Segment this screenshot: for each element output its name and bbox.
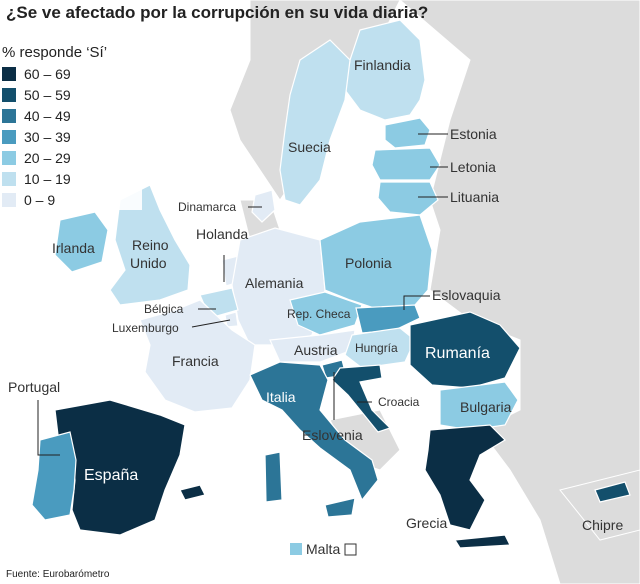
legend-swatch bbox=[2, 129, 16, 144]
legend-label: 10 – 19 bbox=[24, 170, 71, 187]
label-reino-unido-2: Unido bbox=[130, 255, 167, 271]
label-polonia: Polonia bbox=[345, 255, 392, 271]
country-lituania[interactable] bbox=[377, 181, 439, 216]
eu-countries bbox=[31, 19, 631, 549]
label-portugal: Portugal bbox=[8, 379, 60, 395]
legend-item: 10 – 19 bbox=[2, 168, 142, 189]
label-italia: Italia bbox=[266, 389, 296, 405]
legend-swatch bbox=[2, 150, 16, 165]
country-grecia[interactable] bbox=[424, 424, 506, 531]
country-estonia[interactable] bbox=[384, 117, 431, 149]
legend-item: 20 – 29 bbox=[2, 147, 142, 168]
label-finlandia: Finlandia bbox=[354, 57, 411, 73]
label-bulgaria: Bulgaria bbox=[460, 399, 512, 415]
country-suecia[interactable] bbox=[279, 39, 351, 206]
legend-label: 40 – 49 bbox=[24, 107, 71, 124]
label-eslovenia: Eslovenia bbox=[302, 427, 363, 443]
map-title: ¿Se ve afectado por la corrupción en su … bbox=[6, 3, 429, 22]
legend-item: 50 – 59 bbox=[2, 84, 142, 105]
label-belgica: Bélgica bbox=[144, 302, 184, 316]
malta-inset-box bbox=[344, 543, 357, 556]
legend-rows: 60 – 69 50 – 59 40 – 49 30 – 39 20 – 29 10 – … bbox=[2, 63, 142, 210]
country-polonia[interactable] bbox=[319, 214, 433, 311]
label-grecia: Grecia bbox=[406, 515, 447, 531]
label-holanda: Holanda bbox=[196, 226, 248, 242]
label-alemania: Alemania bbox=[245, 275, 304, 291]
legend-label: 30 – 39 bbox=[24, 128, 71, 145]
legend-swatch bbox=[2, 108, 16, 123]
leader-lines bbox=[37, 133, 448, 456]
legend-label: 20 – 29 bbox=[24, 149, 71, 166]
legend-item: 0 – 9 bbox=[2, 189, 142, 210]
legend-swatch bbox=[2, 87, 16, 102]
legend-item: 30 – 39 bbox=[2, 126, 142, 147]
label-chipre: Chipre bbox=[582, 517, 623, 533]
legend-item: 60 – 69 bbox=[2, 63, 142, 84]
country-labels: Finlandia Suecia Estonia Letonia Lituani… bbox=[8, 57, 623, 557]
label-rep-checa: Rep. Checa bbox=[287, 307, 351, 321]
malta-swatch[interactable] bbox=[290, 543, 302, 555]
label-irlanda: Irlanda bbox=[52, 240, 95, 256]
label-croacia: Croacia bbox=[378, 395, 420, 409]
country-rep-checa[interactable] bbox=[289, 291, 363, 336]
label-hungria: Hungría bbox=[355, 341, 398, 355]
country-hungria[interactable] bbox=[344, 327, 416, 369]
label-malta: Malta bbox=[306, 541, 340, 557]
country-creta bbox=[453, 534, 511, 549]
label-francia: Francia bbox=[172, 353, 219, 369]
label-dinamarca: Dinamarca bbox=[178, 200, 236, 214]
country-irlanda[interactable] bbox=[54, 211, 109, 273]
label-espana: España bbox=[84, 467, 138, 484]
country-letonia[interactable] bbox=[371, 147, 441, 181]
country-baleares bbox=[179, 484, 206, 501]
legend-swatch bbox=[2, 171, 16, 186]
legend-label: 50 – 59 bbox=[24, 86, 71, 103]
legend: % responde ‘Sí’ 60 – 69 50 – 59 40 – 49 30 … bbox=[2, 44, 142, 210]
label-letonia: Letonia bbox=[450, 159, 496, 175]
label-austria: Austria bbox=[294, 342, 338, 358]
country-bulgaria[interactable] bbox=[439, 381, 519, 431]
country-sicilia bbox=[324, 497, 356, 518]
legend-swatch bbox=[2, 192, 16, 207]
country-rumania[interactable] bbox=[409, 311, 521, 389]
country-chipre[interactable] bbox=[594, 481, 631, 503]
label-luxemburgo: Luxemburgo bbox=[112, 321, 179, 335]
country-francia[interactable] bbox=[139, 299, 256, 413]
legend-label: 60 – 69 bbox=[24, 65, 71, 82]
legend-swatch bbox=[2, 66, 16, 81]
label-reino-unido-1: Reino bbox=[132, 237, 169, 253]
label-estonia: Estonia bbox=[450, 126, 497, 142]
label-suecia: Suecia bbox=[288, 139, 331, 155]
country-reino-unido[interactable] bbox=[109, 184, 191, 306]
legend-title: % responde ‘Sí’ bbox=[2, 44, 108, 61]
label-lituania: Lituania bbox=[450, 189, 499, 205]
country-croacia[interactable] bbox=[331, 364, 392, 433]
country-portugal[interactable] bbox=[31, 431, 77, 521]
country-italia[interactable] bbox=[249, 361, 379, 502]
label-eslovaquia: Eslovaquia bbox=[432, 287, 501, 303]
country-dinamarca[interactable] bbox=[251, 189, 276, 223]
country-luxemburgo[interactable] bbox=[224, 311, 239, 328]
country-cerdena bbox=[264, 451, 283, 503]
label-rumania: Rumanía bbox=[425, 345, 490, 362]
legend-item: 40 – 49 bbox=[2, 105, 142, 126]
legend-label: 0 – 9 bbox=[24, 191, 56, 208]
source-note: Fuente: Eurobarómetro bbox=[6, 569, 110, 580]
country-eslovaquia[interactable] bbox=[355, 304, 421, 334]
